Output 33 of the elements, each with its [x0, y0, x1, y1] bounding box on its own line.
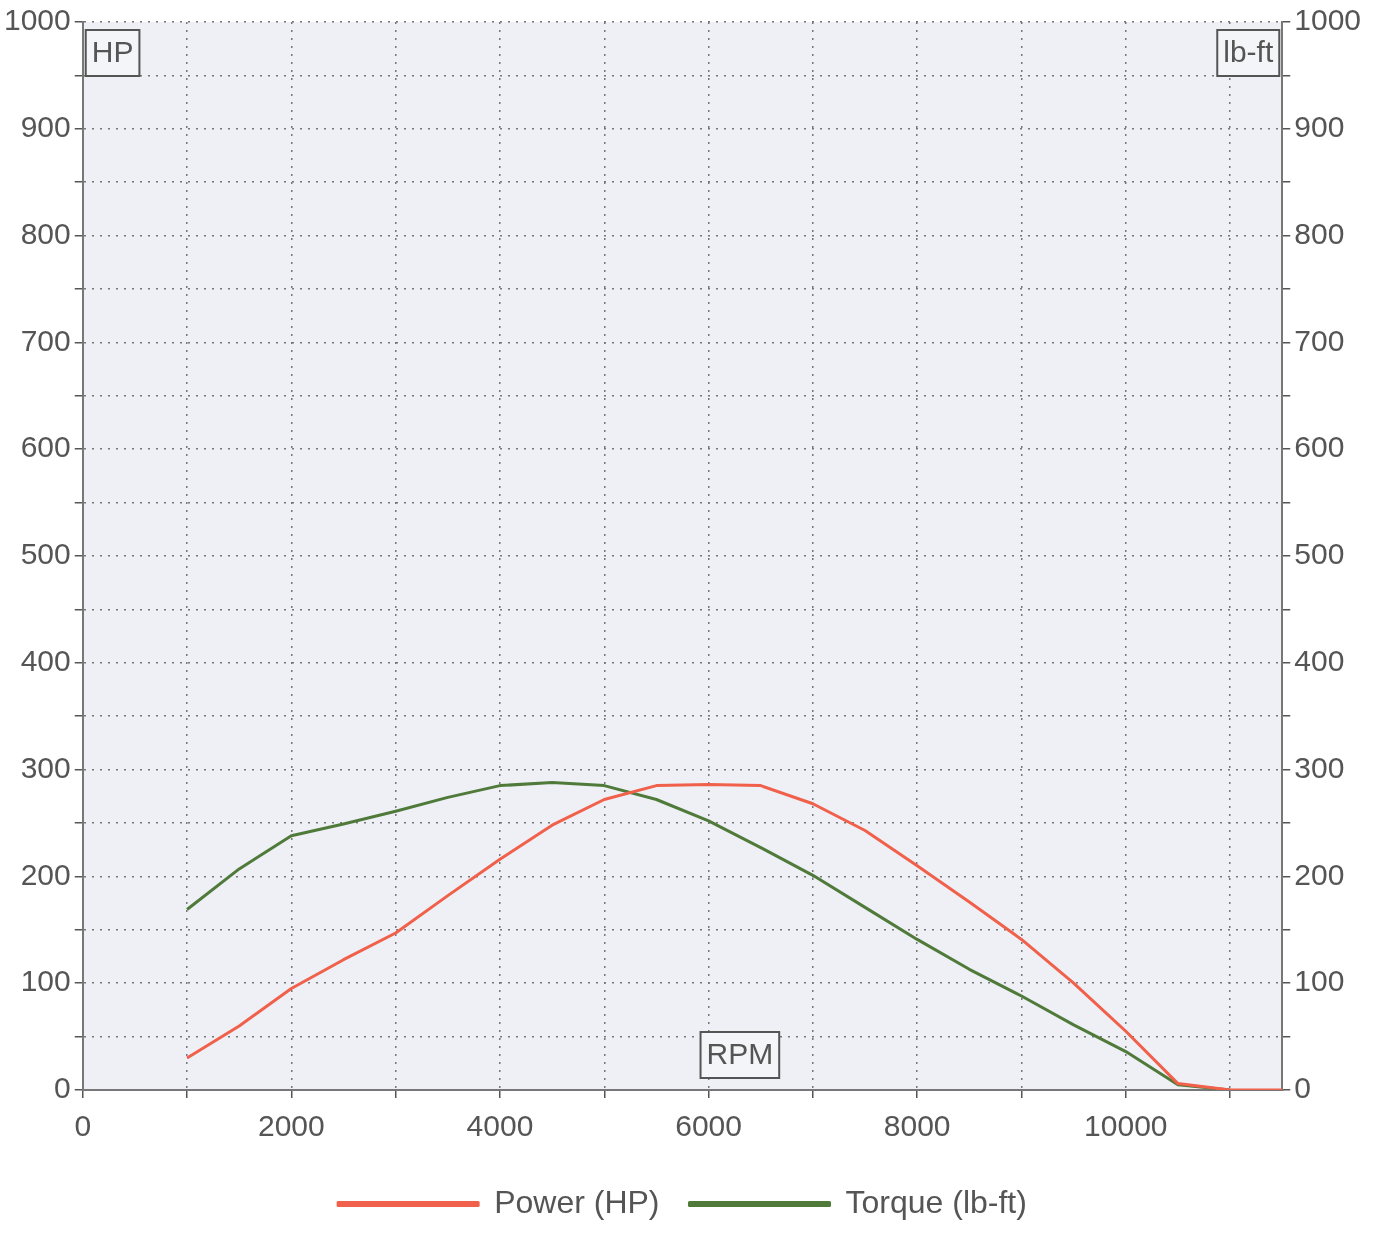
- legend-label: Power (HP): [494, 1183, 660, 1220]
- y-tick-label: 200: [20, 857, 71, 891]
- x-tick-label: 8000: [883, 1109, 951, 1143]
- y2-tick-label: 100: [1294, 964, 1345, 998]
- y-tick-label: 500: [20, 537, 71, 571]
- y2-axis-title: lb-ft: [1223, 35, 1274, 69]
- y-axis-title: HP: [91, 35, 134, 69]
- y2-tick-label: 300: [1294, 750, 1345, 784]
- y2-tick-label: 900: [1294, 110, 1345, 144]
- x-tick-label: 0: [74, 1109, 92, 1143]
- y-tick-label: 800: [20, 216, 71, 250]
- legend-label: Torque (lb-ft): [845, 1183, 1027, 1220]
- y-tick-label: 1000: [3, 3, 71, 37]
- y-tick-label: 600: [20, 430, 71, 464]
- y2-tick-label: 1000: [1294, 3, 1362, 37]
- y2-tick-label: 200: [1294, 857, 1345, 891]
- y-tick-label: 400: [20, 644, 71, 678]
- y2-tick-label: 600: [1294, 430, 1345, 464]
- y2-tick-label: 500: [1294, 537, 1345, 571]
- y2-tick-label: 400: [1294, 644, 1345, 678]
- x-tick-label: 4000: [466, 1109, 534, 1143]
- y-tick-label: 300: [20, 750, 71, 784]
- x-tick-label: 6000: [675, 1109, 742, 1143]
- y-tick-label: 700: [20, 323, 71, 357]
- x-axis-title: RPM: [706, 1037, 774, 1071]
- y-tick-label: 100: [20, 964, 71, 998]
- y-tick-label: 900: [20, 110, 71, 144]
- y-tick-label: 0: [54, 1071, 71, 1105]
- y2-tick-label: 0: [1294, 1071, 1311, 1105]
- x-tick-label: 2000: [257, 1109, 325, 1143]
- y2-tick-label: 800: [1294, 216, 1345, 250]
- x-tick-label: 10000: [1084, 1109, 1168, 1143]
- y2-tick-label: 700: [1294, 323, 1345, 357]
